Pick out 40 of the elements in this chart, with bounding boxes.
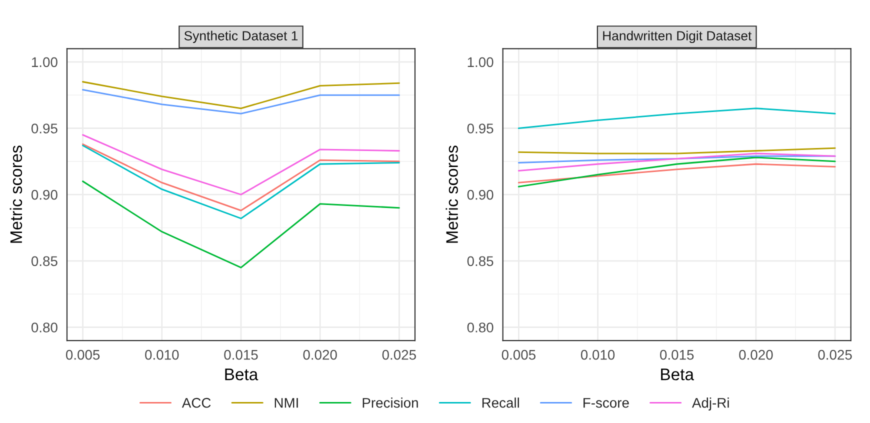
x-tick-label: 0.025 bbox=[818, 350, 852, 360]
y-axis-title: Metric scores bbox=[10, 146, 22, 243]
legend-label: NMI bbox=[274, 398, 298, 408]
line-series bbox=[518, 163, 836, 184]
y-tick-label: 0.90 bbox=[31, 190, 58, 200]
x-axis-title: Beta bbox=[661, 368, 694, 380]
y-tick-label: 0.80 bbox=[31, 322, 58, 332]
x-tick-label: 0.020 bbox=[303, 350, 337, 360]
x-tick-label: 0.015 bbox=[660, 350, 694, 360]
x-tick-label: 0.025 bbox=[382, 350, 416, 360]
x-tick-label: 0.015 bbox=[224, 350, 258, 360]
line-series bbox=[82, 180, 400, 268]
y-axis-title: Metric scores bbox=[446, 146, 458, 243]
x-axis-title: Beta bbox=[225, 368, 258, 380]
legend-label: F-score bbox=[584, 398, 629, 408]
line-series bbox=[518, 108, 836, 130]
x-tick-label: 0.005 bbox=[502, 350, 536, 360]
x-tick-label: 0.010 bbox=[145, 350, 179, 360]
y-tick-label: 0.80 bbox=[467, 322, 494, 332]
y-tick-label: 1.00 bbox=[32, 57, 58, 68]
chart-title: Handwritten Digit Dataset bbox=[603, 30, 752, 44]
legend-label: Precision bbox=[362, 398, 418, 408]
x-tick-label: 0.010 bbox=[580, 350, 615, 360]
chart-title: Synthetic Dataset 1 bbox=[184, 30, 298, 44]
y-tick-label: 0.85 bbox=[467, 256, 494, 266]
line-series bbox=[518, 156, 836, 188]
line-series bbox=[82, 81, 400, 110]
y-tick-label: 1.00 bbox=[468, 57, 494, 68]
y-tick-label: 0.95 bbox=[467, 124, 494, 134]
line-series bbox=[82, 134, 400, 196]
legend-label: ACC bbox=[182, 398, 211, 408]
y-tick-label: 0.85 bbox=[31, 256, 58, 266]
legend-label: Adj-Ri bbox=[692, 398, 729, 410]
y-tick-label: 0.95 bbox=[31, 124, 58, 134]
line-series bbox=[518, 152, 836, 172]
line-series bbox=[82, 89, 400, 114]
x-tick-label: 0.020 bbox=[739, 350, 773, 360]
x-tick-label: 0.005 bbox=[66, 350, 100, 360]
legend-label: Recall bbox=[482, 398, 519, 408]
y-tick-label: 0.90 bbox=[467, 190, 494, 200]
